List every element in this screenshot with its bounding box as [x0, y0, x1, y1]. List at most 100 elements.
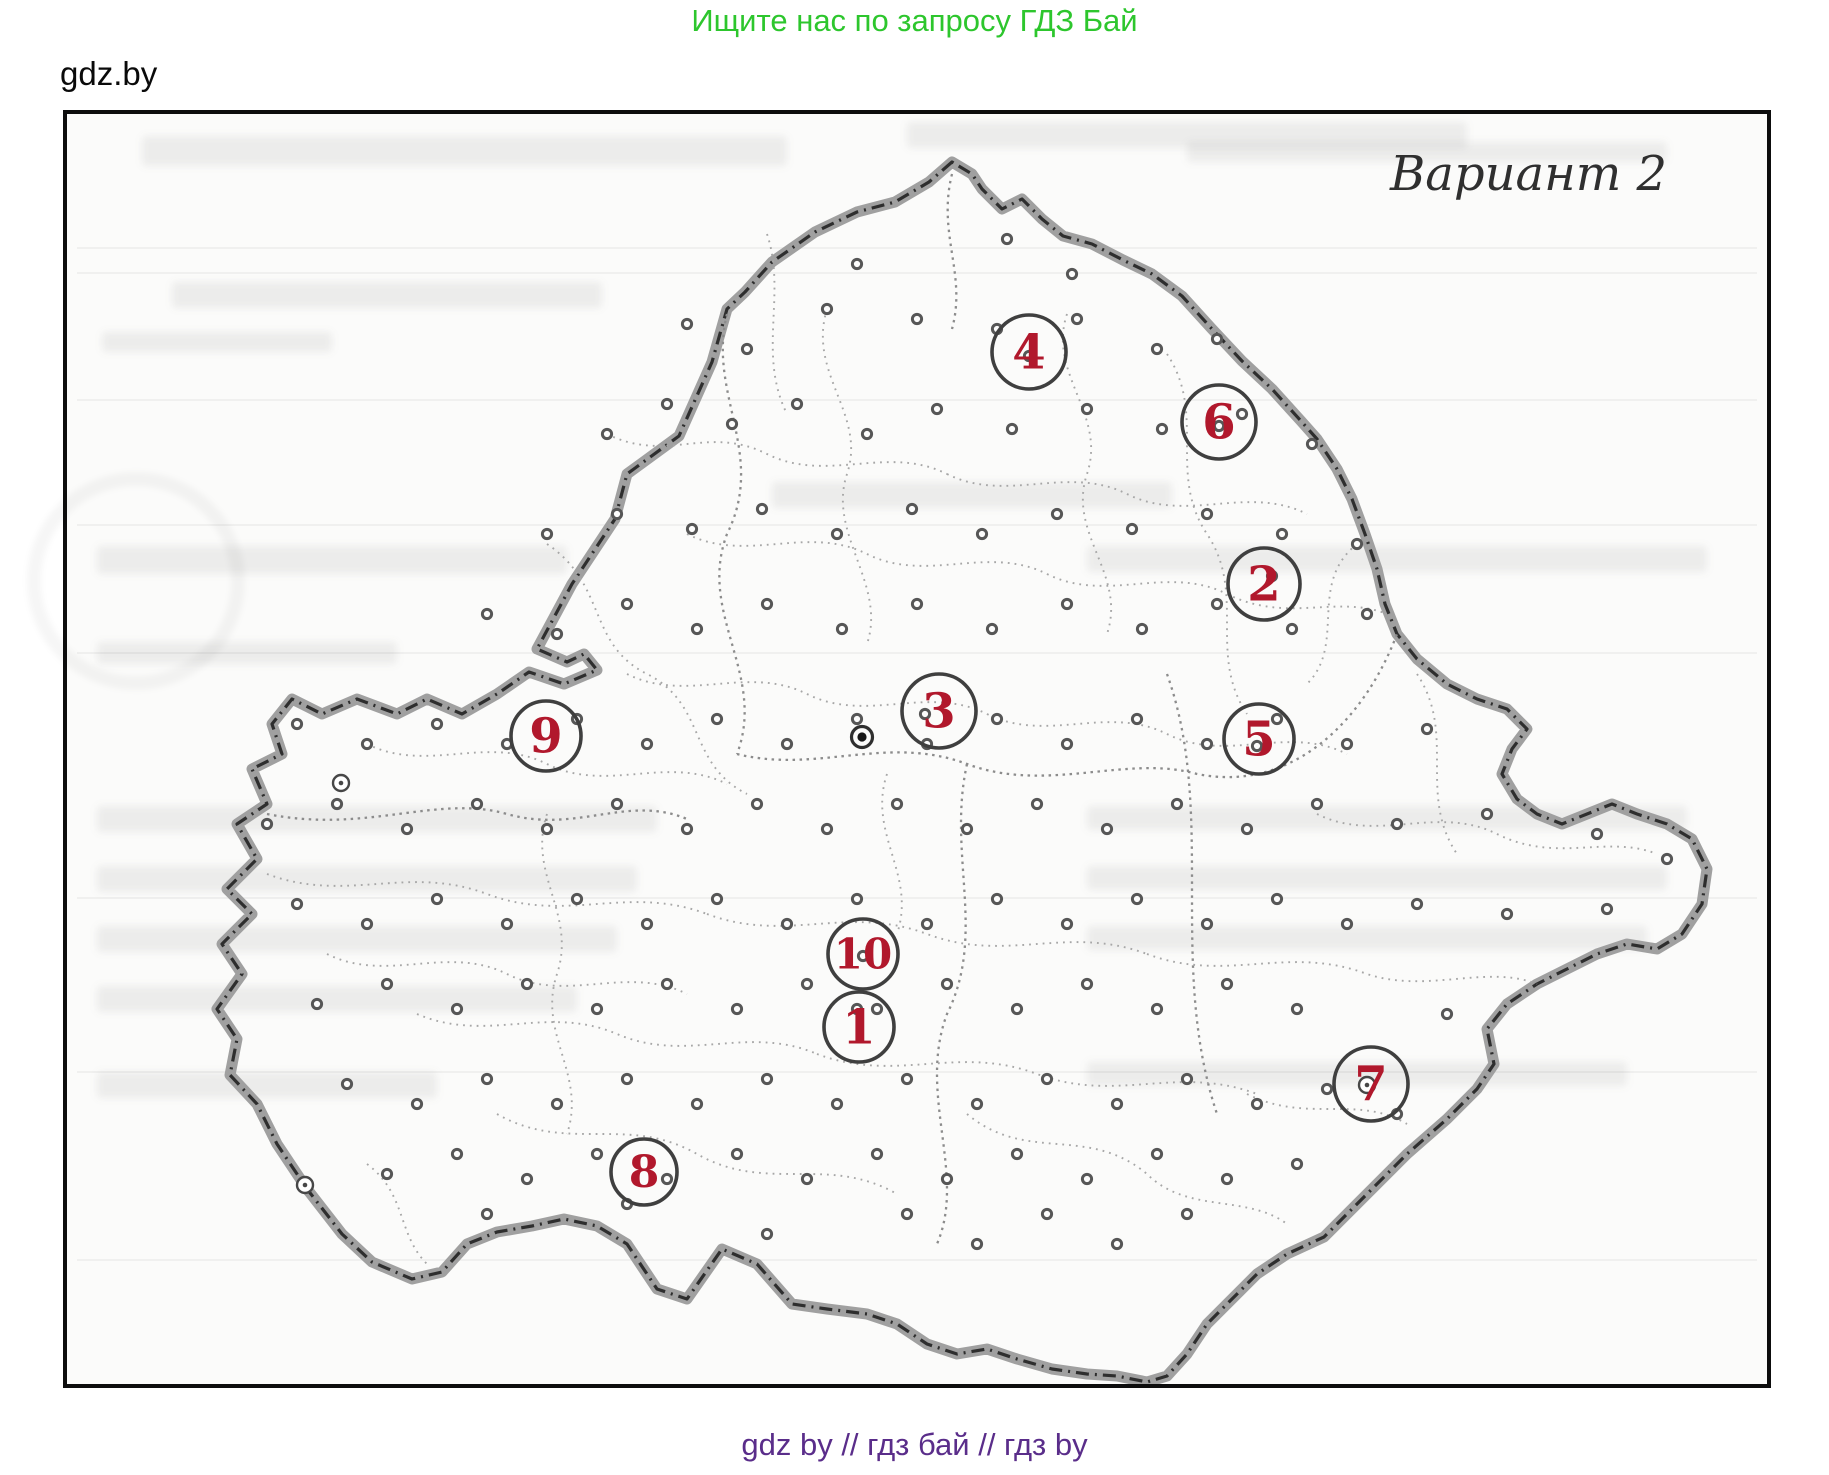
district-dot: [1200, 917, 1214, 931]
district-dot: [1250, 739, 1264, 753]
variant-heading: Вариант 2: [1390, 146, 1668, 202]
district-dot: [755, 502, 769, 516]
district-dot: [480, 1072, 494, 1086]
district-dot: [800, 977, 814, 991]
district-dot: [360, 917, 374, 931]
district-dot: [970, 1097, 984, 1111]
district-center-dots: [260, 232, 1674, 1251]
district-dot: [1410, 897, 1424, 911]
district-dot: [750, 797, 764, 811]
answer-number-8: 8: [629, 1147, 660, 1198]
district-dot: [480, 1207, 494, 1221]
district-dot: [1320, 1082, 1334, 1096]
answer-circle-6: [1180, 383, 1258, 461]
scan-artifact: [907, 122, 1467, 148]
district-dot: [740, 342, 754, 356]
district-dot: [1070, 312, 1084, 326]
district-dot: [470, 797, 484, 811]
district-dot: [910, 597, 924, 611]
district-dot: [1660, 852, 1674, 866]
district-dot: [710, 892, 724, 906]
district-dot: [570, 892, 584, 906]
district-boundaries: [266, 233, 1658, 1265]
district-dot: [790, 397, 804, 411]
district-dot: [380, 1167, 394, 1181]
district-dot: [640, 917, 654, 931]
answer-number-2: 2: [1247, 556, 1280, 612]
district-dot: [1065, 267, 1079, 281]
scan-rule-line: [77, 1071, 1757, 1073]
district-dot: [1060, 917, 1074, 931]
district-dot: [760, 1072, 774, 1086]
scan-artifact: [1087, 546, 1707, 572]
district-dot: [450, 1147, 464, 1161]
district-dot: [1080, 1172, 1094, 1186]
district-dot: [990, 712, 1004, 726]
district-dot: [1290, 1002, 1304, 1016]
answer-number-5: 5: [1242, 711, 1275, 767]
answer-circle-1: [822, 990, 896, 1064]
district-dot: [1210, 332, 1224, 346]
district-dot: [520, 1172, 534, 1186]
district-dot: [760, 1227, 774, 1241]
district-dot: [850, 712, 864, 726]
district-dot: [590, 1002, 604, 1016]
answer-number-10: 10: [834, 929, 892, 978]
district-dot: [830, 1097, 844, 1111]
answer-circle-10: [826, 917, 900, 991]
district-dot: [1060, 597, 1074, 611]
district-dot: [1005, 422, 1019, 436]
district-dot: [870, 1147, 884, 1161]
district-dot: [620, 1072, 634, 1086]
district-dot: [830, 527, 844, 541]
district-dot: [905, 502, 919, 516]
district-dot: [910, 312, 924, 326]
answer-number-7: 7: [1354, 1056, 1387, 1112]
scan-artifact: [97, 866, 637, 892]
district-dot: [685, 522, 699, 536]
district-dot: [1080, 977, 1094, 991]
scan-artifact: [97, 986, 577, 1012]
district-dot: [600, 427, 614, 441]
district-dot: [410, 1097, 424, 1111]
town-marker-dot: [338, 780, 344, 786]
district-dot: [820, 822, 834, 836]
district-dot: [940, 977, 954, 991]
district-dot: [730, 1002, 744, 1016]
district-dot: [290, 897, 304, 911]
district-dot: [1235, 407, 1249, 421]
district-dot: [430, 717, 444, 731]
scan-artifact: [1187, 142, 1667, 162]
scan-artifact: [142, 136, 787, 166]
district-dot: [1030, 797, 1044, 811]
scan-rule-line: [77, 272, 1757, 274]
scan-rule-line: [77, 1259, 1757, 1261]
district-dot: [1590, 827, 1604, 841]
district-dot: [1360, 607, 1374, 621]
district-dot: [1155, 422, 1169, 436]
district-dot: [1270, 712, 1284, 726]
district-dot: [920, 917, 934, 931]
district-dot: [1040, 1207, 1054, 1221]
country-border: [211, 156, 1713, 1384]
answer-number-9: 9: [529, 708, 562, 764]
district-dot: [1440, 1007, 1454, 1021]
district-dot: [1390, 817, 1404, 831]
district-dot: [680, 317, 694, 331]
district-dot: [1350, 537, 1364, 551]
district-dot: [960, 822, 974, 836]
district-dot: [1130, 892, 1144, 906]
district-dot: [1110, 1237, 1124, 1251]
district-dot: [870, 1002, 884, 1016]
capital-marker-dot: [857, 732, 867, 742]
district-dot: [1210, 597, 1224, 611]
scan-rule-line: [77, 247, 1757, 249]
district-dot: [1110, 1097, 1124, 1111]
district-dot: [930, 402, 944, 416]
district-dot: [550, 1097, 564, 1111]
district-dot: [1135, 622, 1149, 636]
green-header-text: Ищите нас по запросу ГДЗ Бай: [691, 3, 1138, 38]
district-dot: [500, 917, 514, 931]
answer-number-6: 6: [1202, 394, 1235, 450]
